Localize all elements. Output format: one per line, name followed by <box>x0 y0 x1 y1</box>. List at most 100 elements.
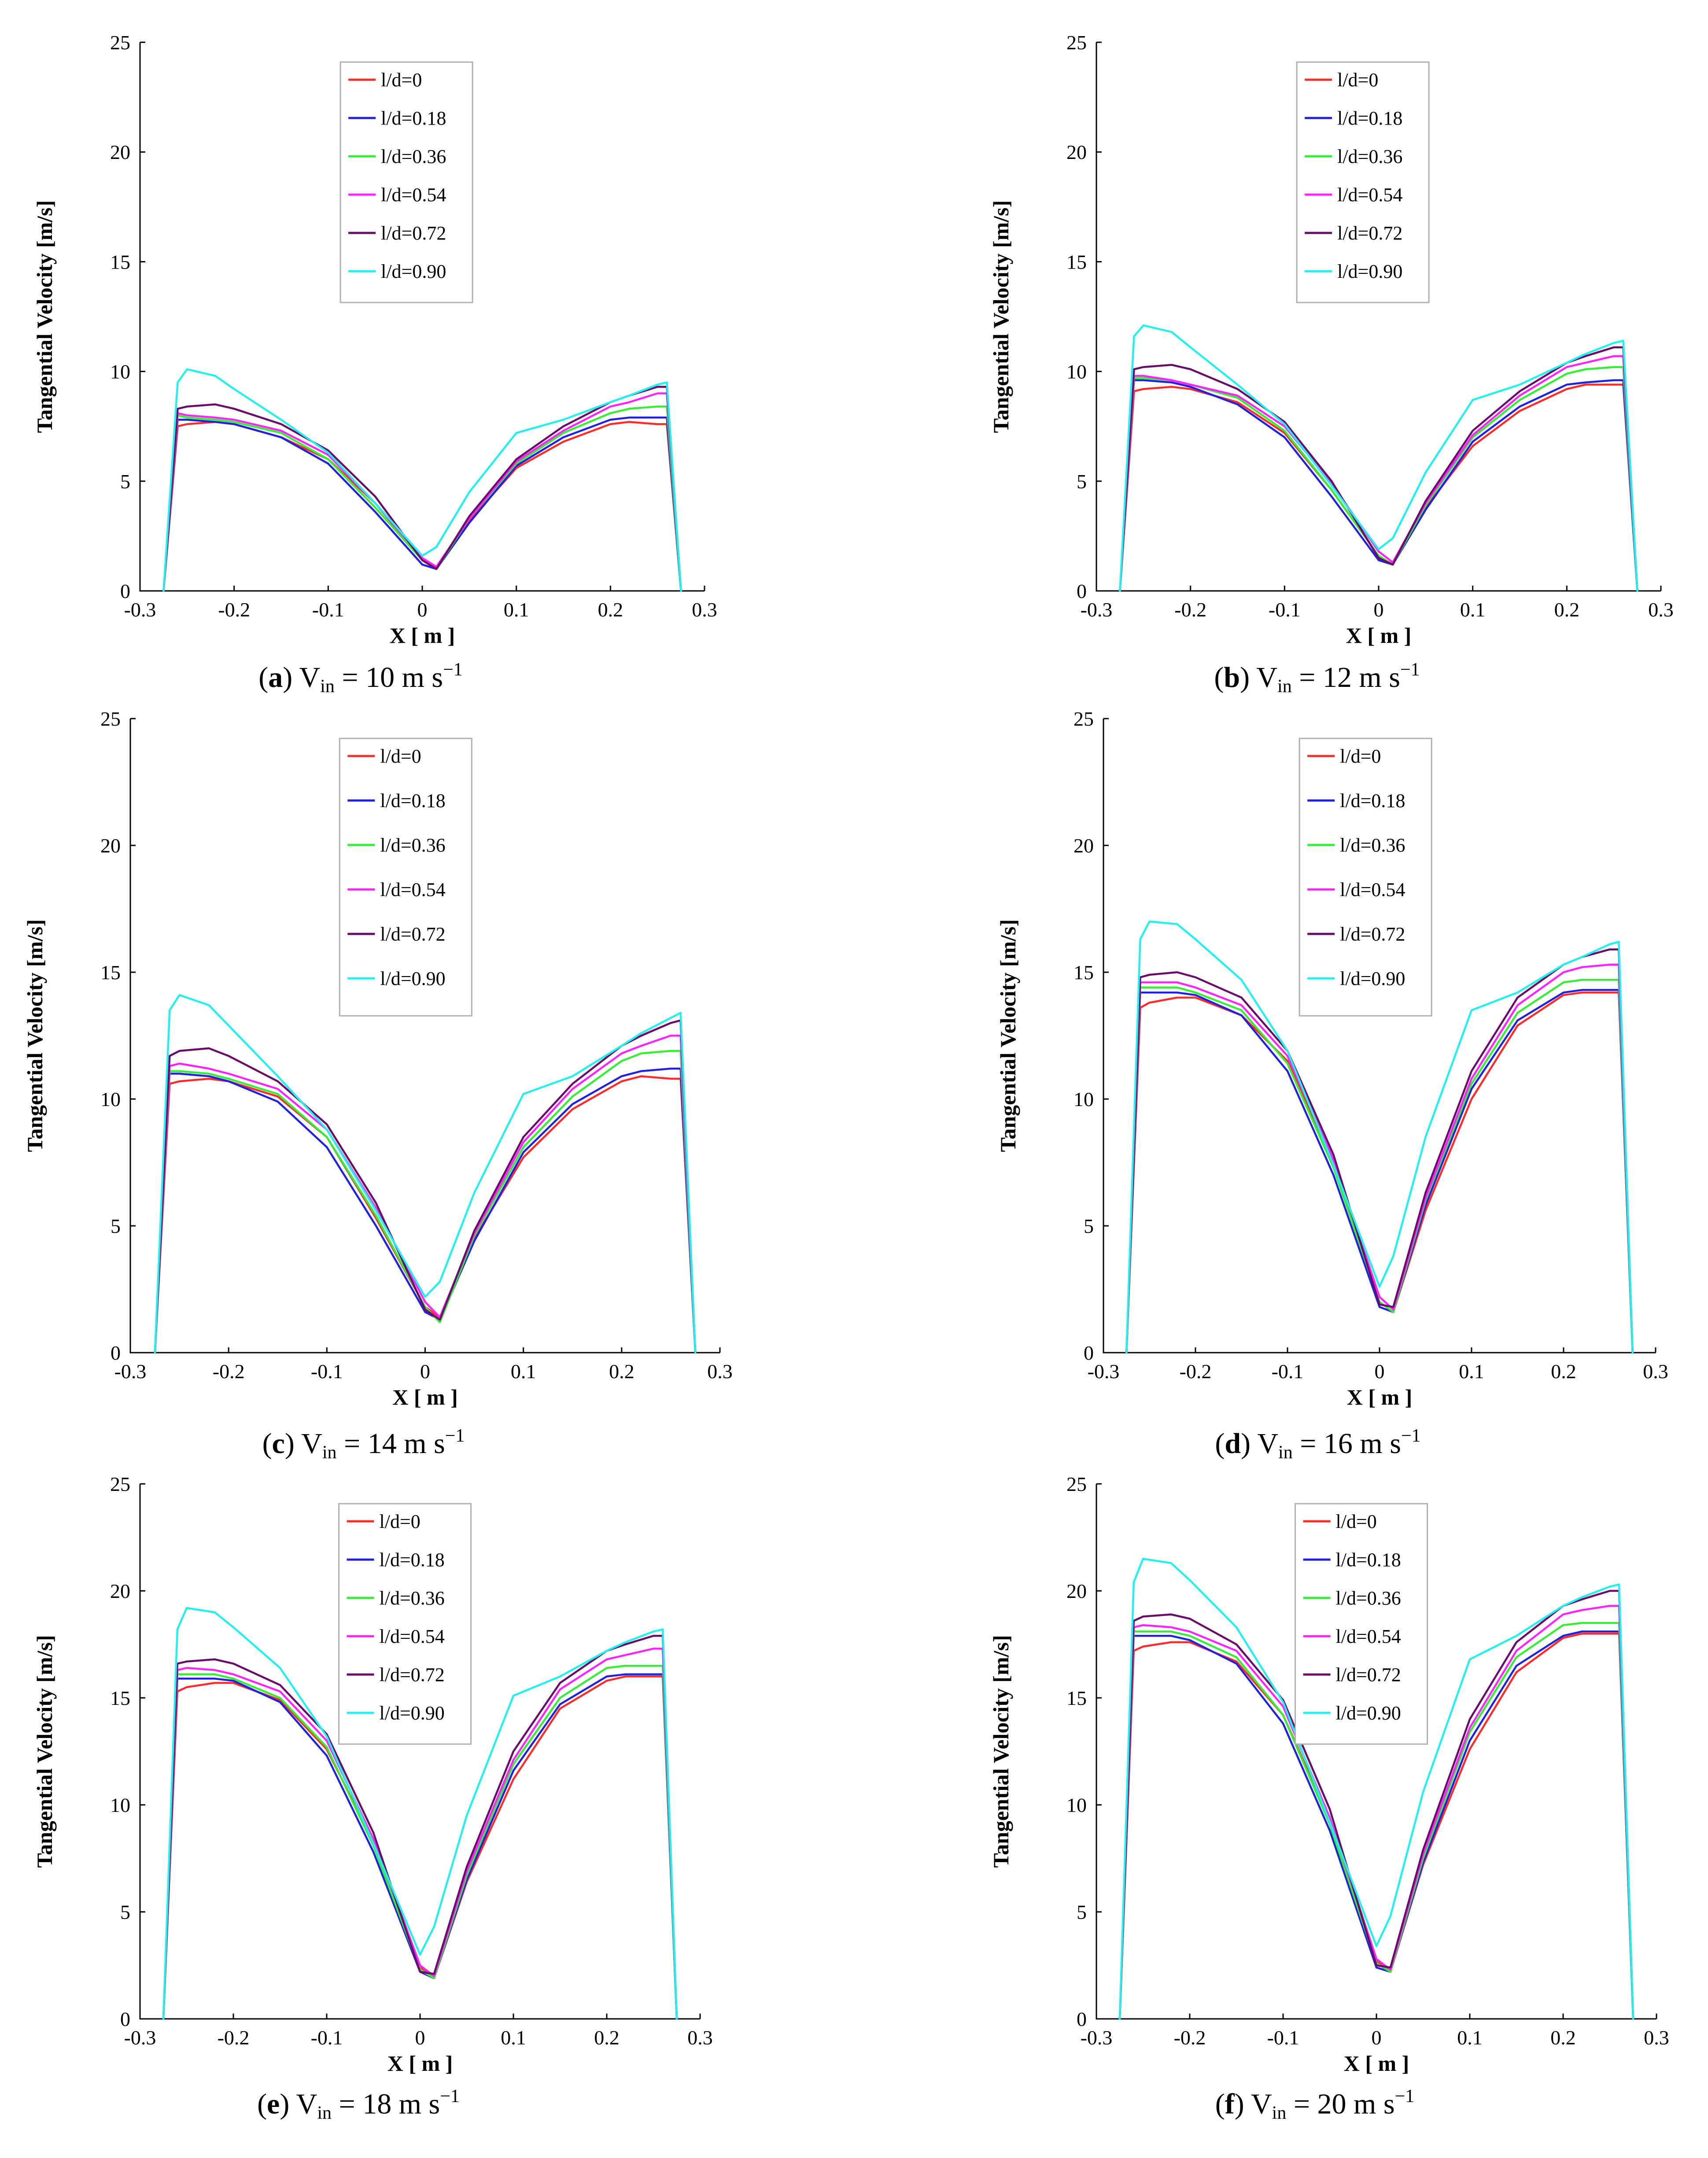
legend-box <box>1295 1503 1428 1745</box>
series-line-l-d-0-72 <box>1118 1590 1634 2020</box>
legend-label: l/d=0.90 <box>380 1702 445 1724</box>
legend-label: l/d=0 <box>1336 1511 1377 1532</box>
legend-label: l/d=0.72 <box>1337 222 1402 244</box>
legend-label: l/d=0.72 <box>380 923 445 945</box>
y-tick-label: 5 <box>1077 1901 1087 1923</box>
x-tick-label: -0.2 <box>1174 598 1206 621</box>
x-axis-label: X [ m ] <box>1344 2051 1409 2076</box>
series-line-l-d-0-18 <box>162 417 682 592</box>
series-line-l-d-0-18 <box>1125 989 1634 1354</box>
legend-box <box>1296 61 1430 303</box>
x-tick-label: 0.2 <box>609 1360 635 1383</box>
x-tick-label: -0.3 <box>1088 1360 1120 1383</box>
legend-label: l/d=0 <box>381 69 422 91</box>
x-tick-label: -0.3 <box>1081 598 1113 621</box>
y-tick-label: 15 <box>110 1687 130 1709</box>
y-tick-label: 0 <box>120 580 130 602</box>
legend-label: l/d=0.54 <box>1337 184 1402 206</box>
x-tick-label: 0.2 <box>1554 598 1580 621</box>
series-line-l-d-0-36 <box>1125 979 1634 1354</box>
x-tick-label: 0 <box>415 2026 425 2049</box>
series-line-l-d-0-90 <box>162 1607 678 2020</box>
series-line-l-d-0-90 <box>1119 324 1638 592</box>
x-tick-label: -0.3 <box>124 598 156 621</box>
x-tick-label: -0.1 <box>312 598 344 621</box>
series-line-l-d-0-72 <box>162 1634 678 2020</box>
y-tick-label: 25 <box>110 1473 130 1495</box>
series-line-l-d-0-36 <box>162 1664 678 2020</box>
y-tick-label: 20 <box>110 1580 130 1602</box>
y-tick-label: 25 <box>1066 31 1087 54</box>
legend-label: l/d=0.18 <box>380 1549 445 1571</box>
y-tick-label: 10 <box>1066 1794 1087 1816</box>
panel-caption: (a) Vin = 10 m s−1 <box>258 660 463 697</box>
y-tick-label: 15 <box>110 251 130 273</box>
legend-label: l/d=0.90 <box>1340 968 1405 989</box>
legend-label: l/d=0.36 <box>1337 146 1402 167</box>
y-tick-label: 20 <box>110 141 130 163</box>
panel-caption: (c) Vin = 14 m s−1 <box>262 1426 465 1463</box>
series-line-l-d-0-54 <box>162 1647 678 2020</box>
x-tick-label: -0.1 <box>311 2026 343 2049</box>
y-axis-label: Tangential Velocity [m/s] <box>32 1635 57 1868</box>
legend-label: l/d=0.18 <box>1337 107 1402 129</box>
legend-label: l/d=0.36 <box>381 146 446 167</box>
x-tick-label: -0.3 <box>114 1360 147 1383</box>
legend-label: l/d=0.54 <box>380 1626 445 1647</box>
chart-panel-b: 0 5 10 15 20 25 -0.3 -0.2 -0.1 0 0.1 0.2 0.3 X [ m ] T… <box>989 31 1674 697</box>
chart-panel-a: 0 5 10 15 20 25 -0.3 -0.2 -0.1 0 0.1 0.2 0.3 X [ m ] T… <box>32 31 717 697</box>
legend-label: l/d=0 <box>380 1511 421 1532</box>
x-tick-label: -0.2 <box>218 598 250 621</box>
x-axis-label: X [ m ] <box>1347 1385 1413 1409</box>
x-axis-label: X [ m ] <box>1346 623 1412 648</box>
series-line-l-d-0-72 <box>154 1019 697 1354</box>
panel-caption: (b) Vin = 12 m s−1 <box>1214 660 1420 697</box>
chart-panel-c: 0 5 10 15 20 25 -0.3 -0.2 -0.1 0 0.1 0.2 0.3 X [ m ] T… <box>22 708 733 1463</box>
y-tick-label: 5 <box>1077 470 1087 493</box>
series-line-l-d-0-54 <box>154 1034 697 1354</box>
x-tick-label: 0.1 <box>504 598 529 621</box>
x-tick-label: -0.1 <box>311 1360 343 1383</box>
legend-label: l/d=0.90 <box>380 968 445 989</box>
y-axis-label: Tangential Velocity [m/s] <box>32 200 57 433</box>
y-tick-label: 15 <box>1066 251 1087 273</box>
chart-panel-d: 0 5 10 15 20 25 -0.3 -0.2 -0.1 0 0.1 0.2 0.3 X [ m ] T… <box>996 708 1668 1463</box>
y-tick-label: 20 <box>1066 141 1087 163</box>
legend-label: l/d=0.36 <box>1340 834 1405 856</box>
series-line-l-d-0-90 <box>162 368 682 592</box>
x-tick-label: 0.1 <box>501 2026 526 2049</box>
y-tick-label: 5 <box>120 470 130 493</box>
y-tick-label: 15 <box>1073 961 1094 984</box>
legend-box <box>338 1503 472 1745</box>
x-axis-label: X [ m ] <box>387 2051 453 2076</box>
y-axis-label: Tangential Velocity [m/s] <box>989 200 1013 433</box>
panel-caption: (f) Vin = 20 m s−1 <box>1215 2086 1415 2123</box>
legend-label: l/d=0 <box>1340 745 1381 767</box>
series-line-l-d-0-90 <box>154 994 697 1354</box>
y-tick-label: 0 <box>120 2008 130 2030</box>
x-tick-label: -0.2 <box>213 1360 245 1383</box>
x-tick-label: -0.1 <box>1269 598 1301 621</box>
legend-label: l/d=0.72 <box>1340 923 1405 945</box>
y-tick-label: 5 <box>111 1215 121 1237</box>
y-tick-label: 20 <box>1073 834 1094 857</box>
series-line-l-d-0 <box>1125 991 1634 1354</box>
y-tick-label: 5 <box>1084 1215 1094 1237</box>
legend-label: l/d=0.18 <box>380 790 445 812</box>
x-tick-label: 0.2 <box>594 2026 620 2049</box>
x-tick-label: -0.3 <box>1081 2026 1113 2049</box>
y-tick-label: 0 <box>1077 2008 1087 2030</box>
y-tick-label: 25 <box>100 708 121 730</box>
x-axis-label: X [ m ] <box>392 1385 458 1409</box>
legend-label: l/d=0.54 <box>1340 879 1405 900</box>
y-tick-label: 15 <box>1066 1687 1087 1709</box>
x-tick-label: 0.3 <box>1644 2026 1669 2049</box>
legend-label: l/d=0.54 <box>381 184 446 206</box>
x-tick-label: -0.2 <box>1174 2026 1206 2049</box>
y-axis-label: Tangential Velocity [m/s] <box>996 919 1020 1152</box>
y-tick-label: 20 <box>100 834 121 857</box>
series-line-l-d-0-72 <box>162 386 682 592</box>
panel-caption: (e) Vin = 18 m s−1 <box>257 2086 460 2123</box>
x-tick-label: 0 <box>1375 1360 1385 1383</box>
